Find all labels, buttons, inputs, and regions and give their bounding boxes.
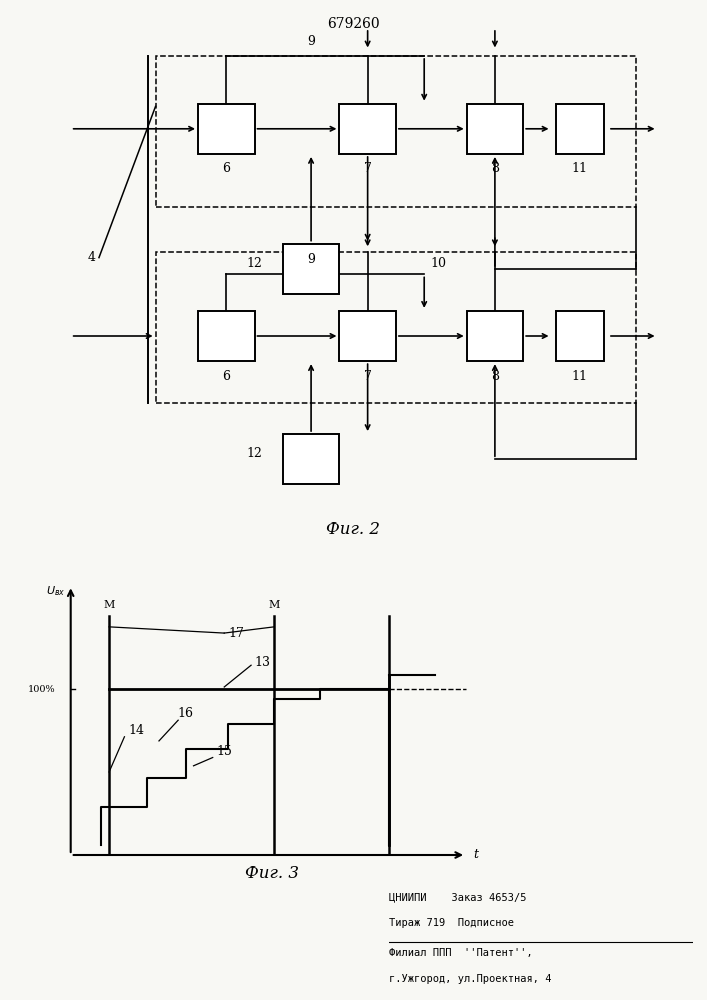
Text: 6: 6 xyxy=(222,162,230,175)
Bar xyxy=(198,104,255,154)
Text: 16: 16 xyxy=(178,707,194,720)
Text: Фиг. 3: Фиг. 3 xyxy=(245,864,299,882)
Text: Филиал ППП  ''Патент'',: Филиал ППП ''Патент'', xyxy=(389,948,532,958)
Bar xyxy=(467,311,523,361)
Text: M: M xyxy=(269,600,280,610)
Text: 12: 12 xyxy=(247,447,262,460)
Text: 679260: 679260 xyxy=(327,17,380,31)
Bar xyxy=(156,252,636,403)
Text: $U_{вх}$: $U_{вх}$ xyxy=(46,585,65,598)
Text: t: t xyxy=(474,848,479,861)
Text: 6: 6 xyxy=(222,370,230,383)
Text: M: M xyxy=(103,600,115,610)
Text: Фиг. 2: Фиг. 2 xyxy=(327,521,380,538)
Text: 8: 8 xyxy=(491,370,499,383)
Text: 11: 11 xyxy=(572,162,588,175)
Bar xyxy=(556,104,604,154)
Bar xyxy=(283,244,339,294)
Text: 10: 10 xyxy=(431,257,446,270)
Text: 100%: 100% xyxy=(28,685,55,694)
Text: 7: 7 xyxy=(363,162,372,175)
Text: г.Ужгород, ул.Проектная, 4: г.Ужгород, ул.Проектная, 4 xyxy=(389,974,551,984)
Text: Тираж 719  Подписное: Тираж 719 Подписное xyxy=(389,918,514,928)
Text: 11: 11 xyxy=(572,370,588,383)
Text: 7: 7 xyxy=(363,370,372,383)
Bar xyxy=(198,311,255,361)
Text: 15: 15 xyxy=(216,745,232,758)
Text: 9: 9 xyxy=(307,253,315,266)
Text: 12: 12 xyxy=(247,257,262,270)
Bar xyxy=(339,104,396,154)
Bar xyxy=(467,104,523,154)
Text: 13: 13 xyxy=(255,656,271,669)
Text: ЦНИИПИ    Заказ 4653/5: ЦНИИПИ Заказ 4653/5 xyxy=(389,892,526,902)
Text: 9: 9 xyxy=(307,35,315,48)
Text: 8: 8 xyxy=(491,162,499,175)
Bar xyxy=(156,56,636,207)
Text: 17: 17 xyxy=(228,627,244,640)
Bar xyxy=(556,311,604,361)
Text: 4: 4 xyxy=(88,251,96,264)
Bar xyxy=(339,311,396,361)
Bar xyxy=(283,434,339,484)
Text: 14: 14 xyxy=(128,724,144,737)
